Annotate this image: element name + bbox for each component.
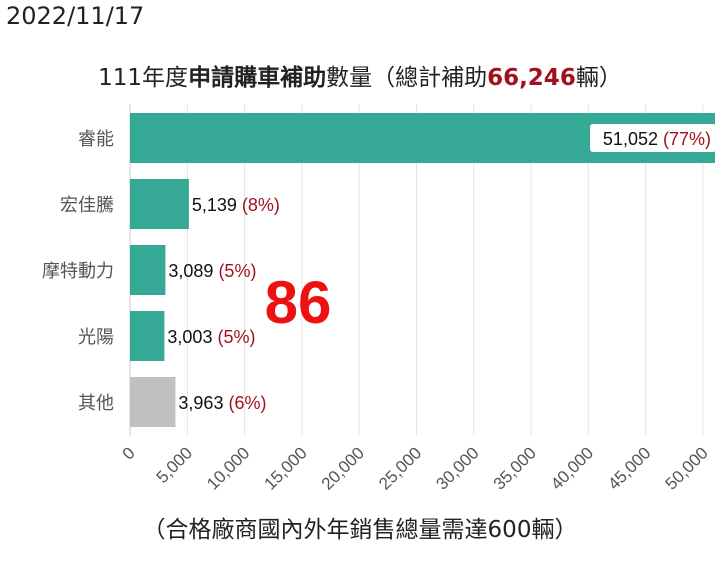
bar	[130, 377, 176, 427]
bar	[130, 179, 189, 229]
value-label: 3,963 (6%)	[178, 393, 266, 413]
footnote: （合格廠商國內外年銷售總量需達600輛）	[142, 517, 578, 543]
title-middle: 數量（總計補助	[326, 65, 488, 91]
value-label: 5,139 (8%)	[192, 195, 280, 215]
bar	[130, 245, 166, 295]
value-percent: (5%)	[218, 261, 256, 281]
value-percent: (5%)	[217, 327, 255, 347]
value-percent: (77%)	[663, 129, 711, 149]
category-label: 摩特動力	[42, 261, 114, 282]
category-label: 光陽	[78, 327, 114, 348]
category-label: 其他	[78, 393, 114, 414]
title-prefix: 111年度	[98, 65, 189, 91]
overlay-number: 86	[265, 269, 332, 336]
category-label: 宏佳騰	[60, 195, 114, 216]
value-number: 5,139	[192, 195, 242, 215]
x-tick-label: 50,000	[662, 443, 712, 493]
x-tick-label: 5,000	[153, 443, 197, 487]
x-tick-label: 0	[119, 443, 139, 463]
value-percent: (8%)	[242, 195, 280, 215]
value-label: 3,089 (5%)	[168, 261, 256, 281]
x-tick-label: 20,000	[318, 443, 368, 493]
chart-title: 111年度申請購車補助數量（總計補助66,246輛）	[0, 58, 720, 92]
value-label: 51,052 (77%)	[603, 129, 711, 149]
date-label: 2022/11/17	[6, 2, 145, 30]
title-suffix: 輛）	[575, 65, 622, 91]
value-number: 3,003	[167, 327, 217, 347]
x-axis-ticks: 0 5,000 10,000 15,000 20,000 25,000 30,000 35,0…	[119, 443, 712, 493]
value-number: 3,089	[168, 261, 218, 281]
x-tick-label: 45,000	[604, 443, 654, 493]
bar	[130, 311, 165, 361]
title-bold: 申請購車補助	[188, 65, 327, 91]
category-label: 睿能	[78, 129, 114, 150]
x-tick-label: 30,000	[432, 443, 482, 493]
value-labels: 51,052 (77%)5,139 (8%)3,089 (5%)3,003 (5…	[167, 124, 716, 413]
x-tick-label: 40,000	[547, 443, 597, 493]
value-label-box	[590, 124, 716, 152]
x-tick-label: 15,000	[261, 443, 311, 493]
value-number: 3,963	[178, 393, 228, 413]
value-label: 3,003 (5%)	[167, 327, 255, 347]
title-total: 66,246	[487, 65, 576, 91]
value-number: 51,052	[603, 129, 663, 149]
value-percent: (6%)	[228, 393, 266, 413]
x-tick-label: 25,000	[375, 443, 425, 493]
x-tick-label: 35,000	[490, 443, 540, 493]
x-tick-label: 10,000	[203, 443, 253, 493]
